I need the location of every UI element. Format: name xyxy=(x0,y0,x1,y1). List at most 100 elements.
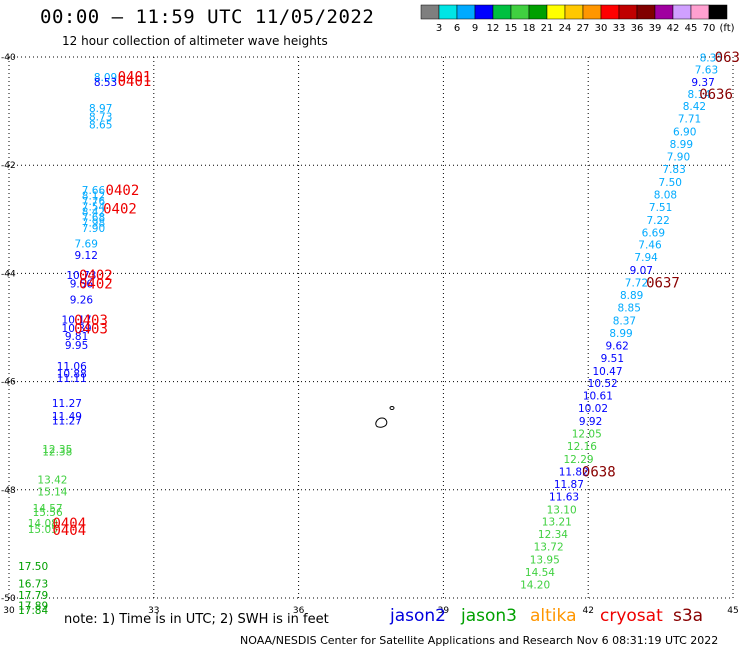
wave-height-label: 12.16 xyxy=(567,441,597,453)
wave-height-label: 7.71 xyxy=(678,114,701,126)
y-tick-label: -50 xyxy=(1,594,16,604)
scale-swatch xyxy=(528,4,548,20)
y-tick-label: -48 xyxy=(1,486,16,496)
wave-height-label: 13.95 xyxy=(530,555,560,567)
scale-label: 18 xyxy=(523,23,536,34)
wave-height-label: 9.12 xyxy=(75,250,98,262)
wave-height-label: 8.42 xyxy=(683,101,706,113)
wave-height-label: 8.42 xyxy=(82,207,105,219)
note-text: note: 1) Time is in UTC; 2) SWH is in fe… xyxy=(64,612,329,627)
scale-swatch xyxy=(474,4,494,20)
wave-height-label: 12.05 xyxy=(572,429,602,441)
wave-height-label: 7.83 xyxy=(662,164,685,176)
scale-label: (ft) xyxy=(719,23,734,34)
wave-height-label: 9.26 xyxy=(70,294,94,306)
wave-height-label: 8.14 xyxy=(688,89,712,101)
wave-height-label: 9.37 xyxy=(691,77,714,89)
pass-time-label: 0402 xyxy=(103,201,137,217)
wave-height-label: 17.84 xyxy=(18,605,48,617)
scale-swatch xyxy=(492,4,512,20)
scale-label: 24 xyxy=(559,23,572,34)
scale-label: 9 xyxy=(472,23,478,34)
wave-height-label: 8.73 xyxy=(89,112,112,124)
scale-swatch xyxy=(708,4,728,20)
y-tick-label: -40 xyxy=(1,53,16,63)
wave-height-label: 13.21 xyxy=(542,517,572,529)
scale-label: 30 xyxy=(595,23,608,34)
scale-label: 36 xyxy=(631,23,644,34)
pass-time-label: 0403 xyxy=(74,313,108,329)
legend-cryosat: cryosat xyxy=(600,606,663,626)
wave-height-label: 12.34 xyxy=(538,529,568,541)
x-tick-label: 36 xyxy=(293,606,305,616)
scale-swatch xyxy=(600,4,620,20)
wave-height-label: 11.63 xyxy=(549,491,579,503)
wave-height-label: 13.42 xyxy=(37,475,67,487)
wave-height-label: 7.76 xyxy=(82,196,106,208)
pass-time-label: 0403 xyxy=(74,322,108,338)
wave-height-label: 9.95 xyxy=(65,340,88,352)
wave-height-label: 8.89 xyxy=(620,290,643,302)
wave-height-label: 12.29 xyxy=(564,454,594,466)
wave-height-label: 8.37 xyxy=(613,315,636,327)
wave-height-label: 7.66 xyxy=(82,185,106,197)
wave-height-label: 11.87 xyxy=(554,479,584,491)
scale-label: 70 xyxy=(703,23,716,34)
wave-height-label: 8.99 xyxy=(609,328,632,340)
wave-height-label: 8.33 xyxy=(700,53,723,65)
scale-label: 39 xyxy=(649,23,662,34)
wave-height-label: 13.10 xyxy=(547,504,577,516)
wave-height-label: 8.08 xyxy=(654,189,677,201)
wave-height-label: 7.51 xyxy=(649,202,672,214)
wave-height-label: 7.68 xyxy=(82,212,105,224)
wave-height-label: 9.07 xyxy=(630,265,653,277)
pass-time-label: 0638 xyxy=(582,464,616,480)
x-tick-label: 30 xyxy=(3,606,15,616)
y-tick-label: -42 xyxy=(1,161,16,171)
wave-height-label: 9.51 xyxy=(601,353,624,365)
pass-time-label: 0402 xyxy=(106,183,140,199)
scale-swatch xyxy=(438,4,458,20)
wave-height-label: 10.39 xyxy=(62,323,92,335)
pass-time-label: 0635 xyxy=(715,50,740,66)
wave-height-label: 14.20 xyxy=(520,579,550,591)
y-tick-label: -44 xyxy=(1,269,16,279)
page-title: 00:00 – 11:59 UTC 11/05/2022 xyxy=(40,6,375,28)
wave-height-label: 7.63 xyxy=(695,64,718,76)
scale-swatch xyxy=(654,4,674,20)
wave-height-label: 10.47 xyxy=(592,366,622,378)
wave-height-label: 7.69 xyxy=(75,239,98,251)
wave-height-label: 17.50 xyxy=(18,561,48,573)
x-tick-label: 39 xyxy=(438,606,450,616)
wave-height-label: 14.54 xyxy=(525,567,555,579)
pass-time-label: 0637 xyxy=(646,276,680,292)
scale-swatch xyxy=(564,4,584,20)
wave-height-label: 15.05 xyxy=(28,524,58,536)
footer-credit: NOAA/NESDIS Center for Satellite Applica… xyxy=(240,634,719,647)
wave-height-label: 9.62 xyxy=(605,340,628,352)
wave-height-label: 7.94 xyxy=(634,252,658,264)
wave-height-label: 11.49 xyxy=(52,411,82,423)
pass-time-label: 0636 xyxy=(699,87,733,103)
wave-height-label: 8.97 xyxy=(89,103,112,115)
wave-height-label: 9.81 xyxy=(65,331,88,343)
wave-height-label: 7.72 xyxy=(625,278,648,290)
pass-time-label: 0401 xyxy=(118,74,152,90)
x-tick-label: 45 xyxy=(727,606,738,616)
scale-label: 3 xyxy=(436,23,442,34)
wave-height-label: 17.89 xyxy=(18,601,48,613)
wave-height-label: 7.54 xyxy=(82,201,106,213)
legend-jason2: jason2 xyxy=(390,606,446,626)
wave-height-label: 14.57 xyxy=(33,503,63,515)
scale-swatch xyxy=(546,4,566,20)
wave-height-label: 8.99 xyxy=(670,139,693,151)
wave-height-label: 10.61 xyxy=(583,391,613,403)
wave-height-label: 17.79 xyxy=(18,590,48,602)
pass-time-label: 0404 xyxy=(52,523,86,539)
legend-jason3: jason3 xyxy=(461,606,517,626)
wave-height-label: 11.27 xyxy=(52,416,82,428)
scale-label: 42 xyxy=(667,23,680,34)
scale-swatch xyxy=(420,4,440,20)
wave-height-label: 10.88 xyxy=(57,368,87,380)
